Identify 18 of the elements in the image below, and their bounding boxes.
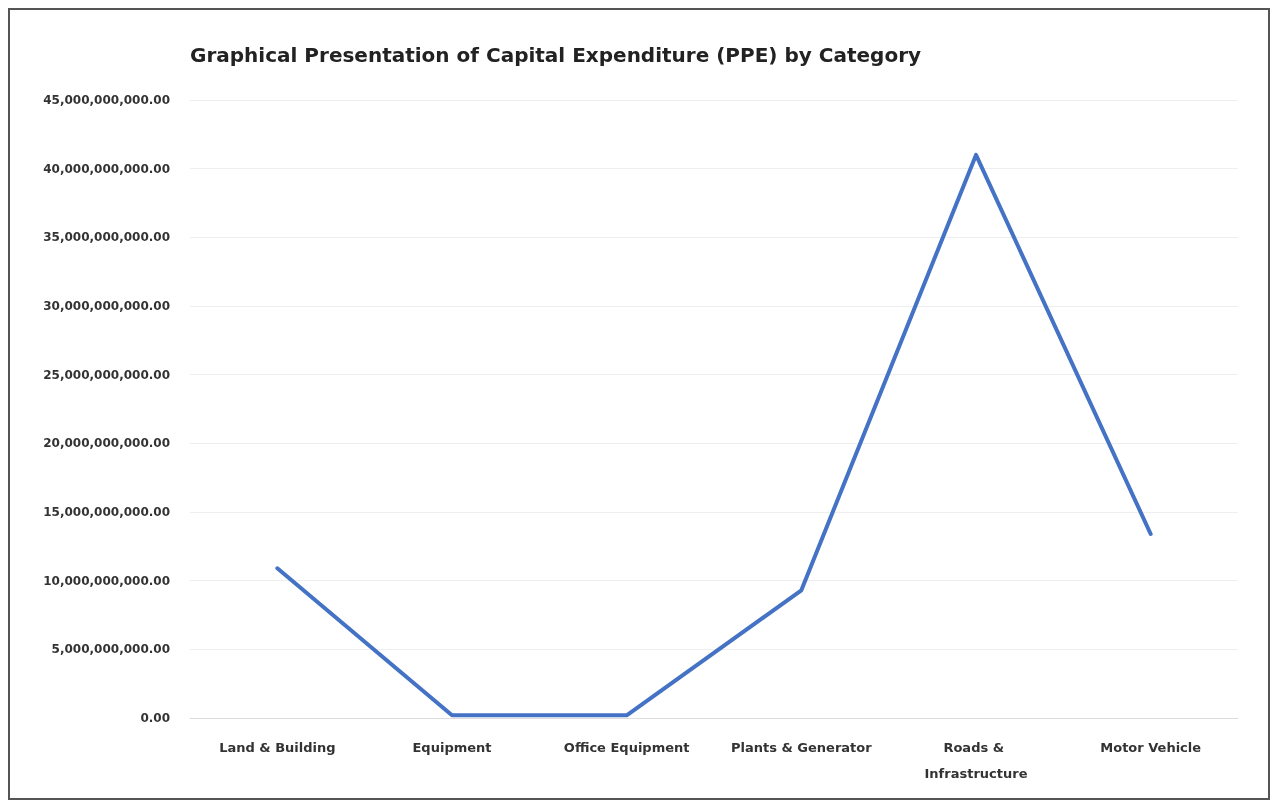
x-tick-label: Office Equipment xyxy=(563,739,690,755)
y-tick-label: 5,000,000,000.00 xyxy=(51,642,170,657)
line-series xyxy=(275,152,1153,718)
chart-title: Graphical Presentation of Capital Expenditure (PPE) by Category xyxy=(190,43,922,67)
x-tick-label: Plants & Generator xyxy=(731,739,873,755)
x-tick-label: Roads & Infrastructure xyxy=(924,739,1028,781)
y-tick-label: 15,000,000,000.00 xyxy=(43,505,170,519)
y-tick-label: 30,000,000,000.00 xyxy=(43,299,170,313)
x-tick-label: Land & Building xyxy=(219,739,336,755)
x-tick-label: Equipment xyxy=(412,739,492,755)
y-tick-label: 35,000,000,000.00 xyxy=(43,230,170,245)
y-tick-label: 45,000,000,000.00 xyxy=(43,93,170,107)
y-tick-label: 40,000,000,000.00 xyxy=(43,161,170,176)
x-tick-label: Motor Vehicle xyxy=(1100,739,1202,755)
y-tick-label: 10,000,000,000.00 xyxy=(43,573,170,588)
y-tick-label: 0.00 xyxy=(140,711,170,725)
y-tick-label: 25,000,000,000.00 xyxy=(43,367,170,382)
y-tick-label: 20,000,000,000.00 xyxy=(43,436,170,451)
